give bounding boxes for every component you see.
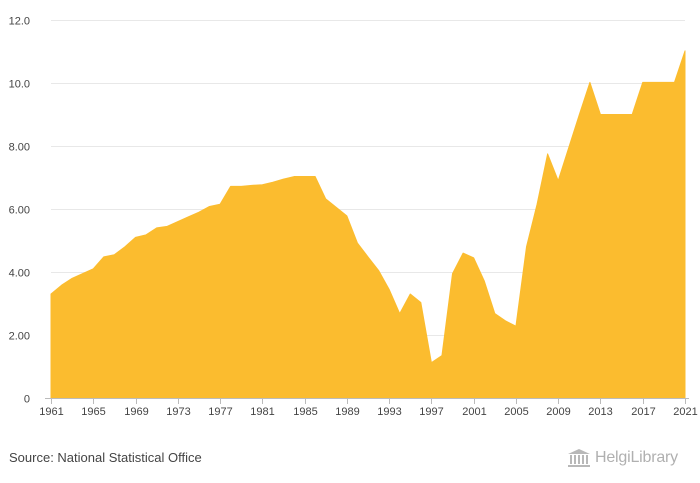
x-tick-label: 1981 xyxy=(250,406,274,418)
data-point[interactable] xyxy=(440,353,444,357)
data-point[interactable] xyxy=(112,253,116,257)
data-point[interactable] xyxy=(81,272,85,276)
data-point[interactable] xyxy=(345,214,349,218)
data-point[interactable] xyxy=(408,292,412,296)
data-point[interactable] xyxy=(250,183,254,187)
data-point[interactable] xyxy=(651,80,655,84)
x-tick-label: 2017 xyxy=(631,406,655,418)
x-tick-label: 1965 xyxy=(81,406,105,418)
data-point[interactable] xyxy=(324,197,328,201)
y-tick-label: 12.0 xyxy=(9,16,30,28)
data-point[interactable] xyxy=(609,113,613,117)
data-point[interactable] xyxy=(355,241,359,245)
data-point[interactable] xyxy=(281,177,285,181)
y-tick-label: 4.00 xyxy=(9,268,30,280)
data-point[interactable] xyxy=(303,175,307,179)
data-point[interactable] xyxy=(155,226,159,230)
source-note: Source: National Statistical Office xyxy=(9,450,202,465)
data-point[interactable] xyxy=(567,146,571,150)
data-point[interactable] xyxy=(662,80,666,84)
data-point[interactable] xyxy=(419,301,423,305)
brand-name: HelgiLibrary xyxy=(595,449,678,466)
data-point[interactable] xyxy=(514,324,518,328)
x-tick-label: 1993 xyxy=(377,406,401,418)
data-point[interactable] xyxy=(429,361,433,365)
data-point[interactable] xyxy=(598,113,602,117)
data-point[interactable] xyxy=(334,205,338,209)
data-point[interactable] xyxy=(70,276,74,280)
data-point[interactable] xyxy=(49,292,53,296)
y-tick-label: 8.00 xyxy=(9,142,30,154)
data-point[interactable] xyxy=(165,224,169,228)
y-tick-label: 10.0 xyxy=(9,79,30,91)
data-point[interactable] xyxy=(60,283,64,287)
data-point[interactable] xyxy=(134,235,138,239)
x-tick-label: 2001 xyxy=(462,406,486,418)
y-axis: 0 2.00 4.00 6.00 8.00 10.0 12.0 xyxy=(9,16,30,406)
data-point[interactable] xyxy=(197,210,201,214)
data-point[interactable] xyxy=(577,113,581,117)
data-point[interactable] xyxy=(641,80,645,84)
data-point[interactable] xyxy=(546,152,550,156)
data-point[interactable] xyxy=(472,256,476,260)
data-point[interactable] xyxy=(525,245,529,249)
y-tick-label: 6.00 xyxy=(9,205,30,217)
data-point[interactable] xyxy=(91,267,95,271)
x-tick-label: 1997 xyxy=(419,406,443,418)
data-point[interactable] xyxy=(377,268,381,272)
data-point[interactable] xyxy=(186,215,190,219)
x-tick-label: 1977 xyxy=(208,406,232,418)
data-point[interactable] xyxy=(683,49,687,53)
x-tick-label: 1989 xyxy=(335,406,359,418)
x-tick-label: 1969 xyxy=(124,406,148,418)
x-tick-label: 2013 xyxy=(588,406,612,418)
data-point[interactable] xyxy=(588,80,592,84)
data-point[interactable] xyxy=(451,272,455,276)
data-point[interactable] xyxy=(630,113,634,117)
data-point[interactable] xyxy=(535,202,539,206)
data-point[interactable] xyxy=(482,279,486,283)
area-fill[interactable] xyxy=(50,50,686,399)
data-point[interactable] xyxy=(313,175,317,179)
area-series xyxy=(49,49,687,399)
x-tick-label: 2005 xyxy=(504,406,528,418)
x-tick-label: 1961 xyxy=(39,406,63,418)
data-point[interactable] xyxy=(493,312,497,316)
data-point[interactable] xyxy=(239,184,243,188)
x-tick-label: 1985 xyxy=(293,406,317,418)
data-point[interactable] xyxy=(260,183,264,187)
y-tick-label: 2.00 xyxy=(9,331,30,343)
data-point[interactable] xyxy=(292,175,296,179)
data-point[interactable] xyxy=(229,184,233,188)
x-tick-label: 1973 xyxy=(166,406,190,418)
data-point[interactable] xyxy=(176,220,180,224)
data-point[interactable] xyxy=(556,179,560,183)
x-axis-ticks: 1961 1965 1969 1973 1977 1981 1985 1989 1993 1997… xyxy=(39,398,698,418)
data-point[interactable] xyxy=(208,204,212,208)
data-point[interactable] xyxy=(271,180,275,184)
y-tick-label: 0 xyxy=(24,394,30,406)
data-point[interactable] xyxy=(366,255,370,259)
brand-logo[interactable]: HelgiLibrary xyxy=(567,446,678,470)
data-point[interactable] xyxy=(123,245,127,249)
data-point[interactable] xyxy=(461,251,465,255)
data-point[interactable] xyxy=(387,287,391,291)
data-point[interactable] xyxy=(218,202,222,206)
x-tick-label: 2021 xyxy=(673,406,697,418)
x-tick-label: 2009 xyxy=(546,406,570,418)
data-point[interactable] xyxy=(620,113,624,117)
data-point[interactable] xyxy=(503,319,507,323)
data-point[interactable] xyxy=(144,233,148,237)
data-point[interactable] xyxy=(102,255,106,259)
library-icon xyxy=(568,449,590,467)
data-point[interactable] xyxy=(672,80,676,84)
data-point[interactable] xyxy=(398,312,402,316)
